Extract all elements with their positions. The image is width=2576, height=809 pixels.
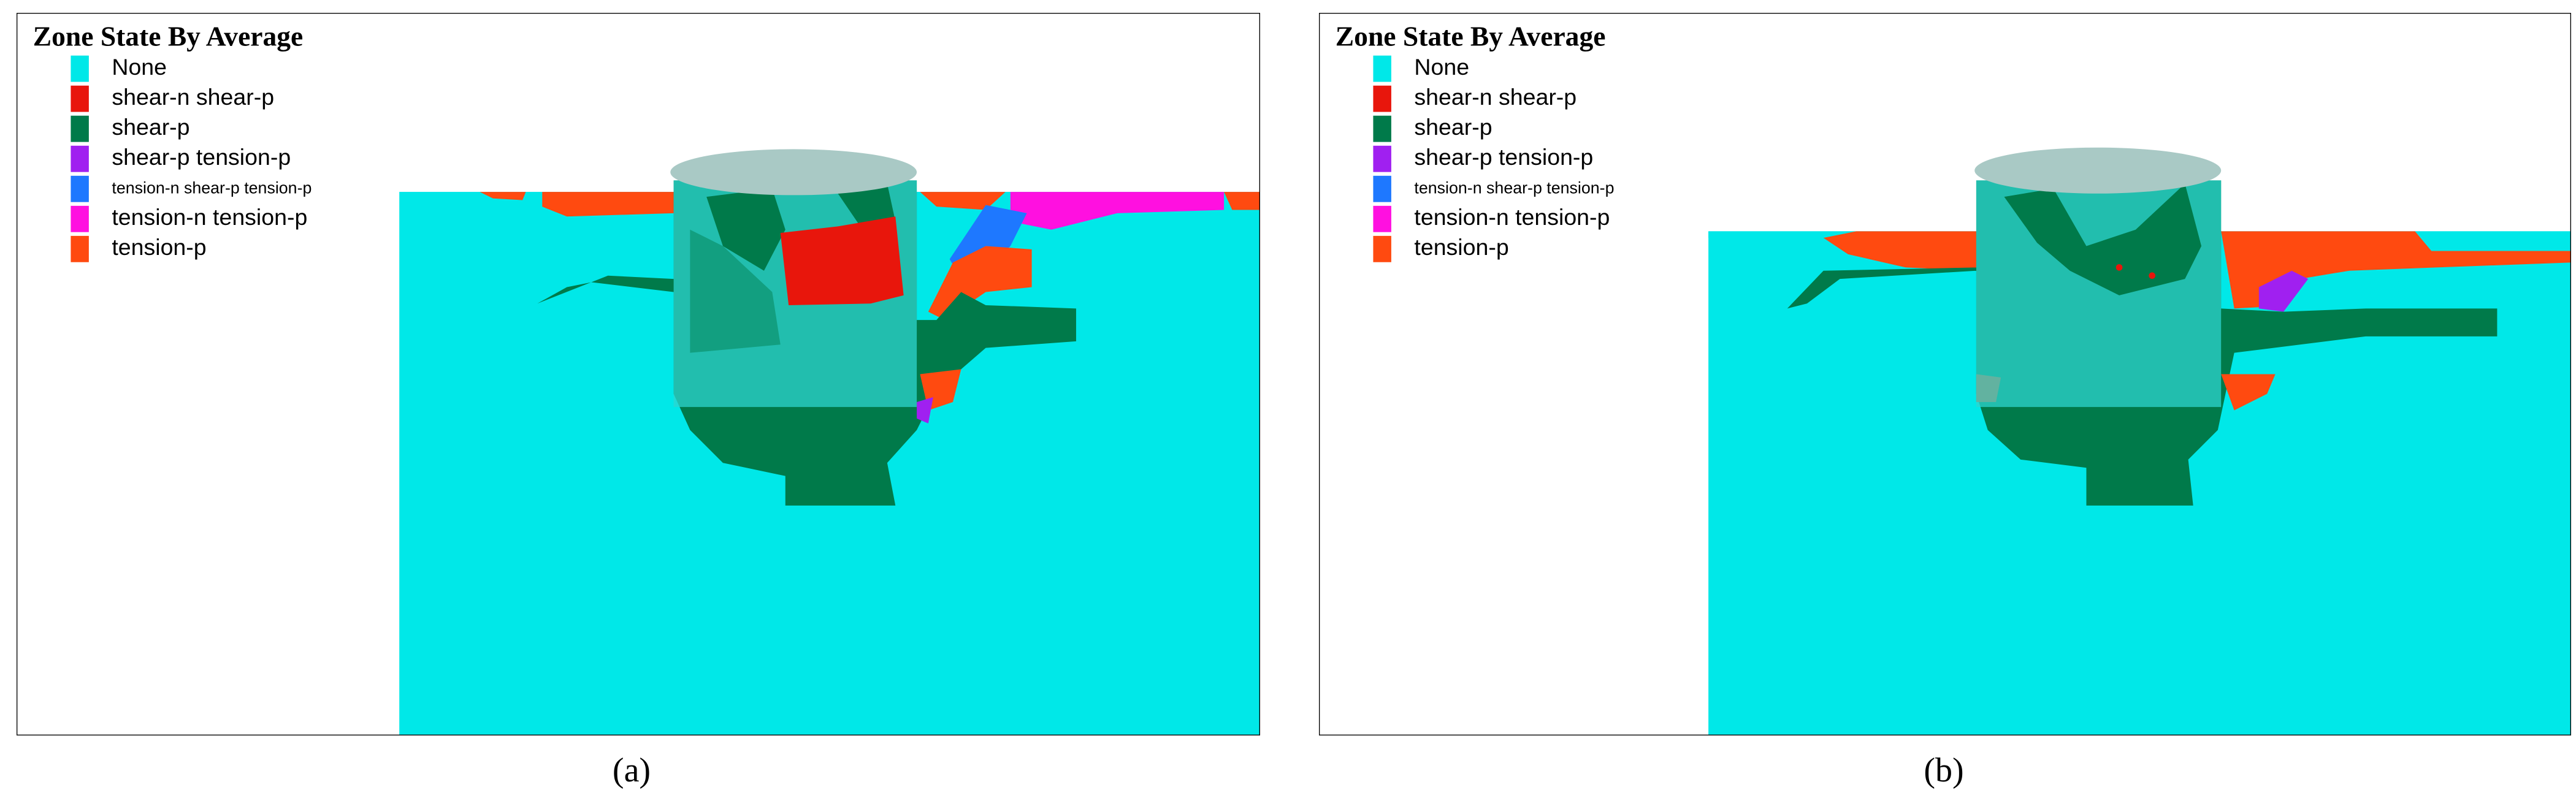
legend-swatch [1373, 85, 1391, 112]
legend-swatch [71, 205, 89, 232]
zone-shear-shear [2149, 272, 2156, 279]
zone-shear [838, 183, 896, 230]
zone-shear-tension [917, 397, 933, 423]
legend-swatch [71, 235, 89, 262]
legend-label: shear-p tension-p [112, 144, 291, 170]
legend-swatch [71, 55, 89, 82]
legend-label: tension-n tension-p [112, 204, 307, 230]
zone-shear [706, 188, 785, 271]
legend-swatch [1373, 175, 1391, 202]
legend-swatch [1373, 205, 1391, 232]
legend-swatch [71, 145, 89, 172]
cylinder-cap [1974, 147, 2222, 194]
zone-tension [2221, 231, 2571, 309]
zone-shear-tension [2258, 270, 2309, 312]
zone-tension [1224, 192, 1260, 210]
legend-label: shear-n shear-p [112, 84, 274, 110]
zone-tension [1823, 231, 1976, 271]
zone-shear [690, 229, 781, 353]
legend-label: tension-n shear-p tension-p [1414, 178, 1614, 197]
legend-label: tension-n shear-p tension-p [112, 178, 311, 197]
legend-title: Zone State By Average [33, 21, 303, 52]
legend-title: Zone State By Average [1336, 21, 1606, 52]
legend-label: shear-p [112, 114, 189, 140]
zone-shear-shear [2115, 264, 2123, 271]
zone-tension [480, 192, 526, 200]
legend-label: tension-p [112, 234, 206, 260]
legend-swatch [71, 115, 89, 142]
legend-label: tension-n tension-p [1414, 204, 1610, 230]
zone-shear [2004, 183, 2202, 295]
zone-tension [920, 192, 1006, 210]
legend-label: tension-p [1414, 234, 1508, 260]
legend-label: shear-p [1414, 114, 1492, 140]
legend-label: shear-p tension-p [1414, 144, 1593, 170]
cylinder-cap [670, 149, 917, 196]
legend-label: None [1414, 54, 1469, 80]
caption: (b) [1924, 751, 1963, 789]
legend-swatch [1373, 55, 1391, 82]
zone-tension [2221, 374, 2276, 411]
legend-label: shear-n shear-p [1414, 84, 1577, 110]
legend-swatch [1373, 235, 1391, 262]
zone-tension-tension [1010, 192, 1225, 230]
zone-tension [542, 192, 674, 217]
legend-swatch [1373, 115, 1391, 142]
legend-swatch [1373, 145, 1391, 172]
zone-shear-shear [780, 216, 904, 305]
legend-swatch [71, 175, 89, 202]
caption: (a) [613, 751, 651, 789]
legend-label: None [112, 54, 167, 80]
legend-swatch [71, 85, 89, 112]
